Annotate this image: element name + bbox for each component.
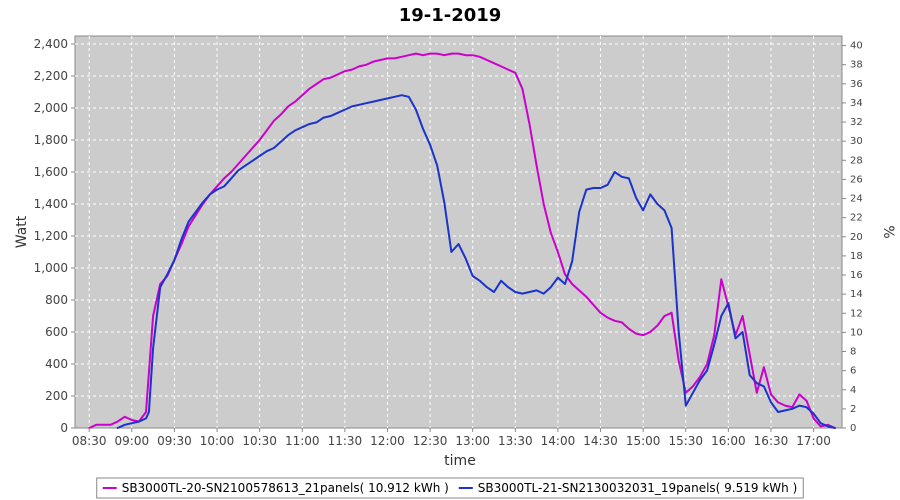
x-tick-label: 15:00 xyxy=(626,434,661,448)
y2-tick-label: 38 xyxy=(850,60,863,71)
series-layer xyxy=(88,52,836,429)
y2-tick-label: 36 xyxy=(850,79,863,90)
y2-tick-label: 40 xyxy=(850,41,863,52)
y-tick-label: 1,400 xyxy=(34,197,68,211)
y-tick-label: 1,800 xyxy=(34,133,68,147)
x-tick-label: 10:30 xyxy=(242,434,277,448)
y-tick-label: 600 xyxy=(45,325,68,339)
x-tick-label: 12:00 xyxy=(370,434,405,448)
y2-tick-label: 30 xyxy=(850,136,863,147)
series-line-1 xyxy=(88,52,836,429)
y-axis-left: 0 200 400 600 800 1,000 1,200 1,400 1,600 1,800 2,… xyxy=(34,37,75,435)
x-tick-label: 16:00 xyxy=(711,434,746,448)
y2-tick-label: 34 xyxy=(850,98,863,109)
legend-label: SB3000TL-21-SN2130032031_19panels( 9.519… xyxy=(478,481,797,495)
y2-tick-label: 24 xyxy=(850,194,863,205)
y-tick-label: 1,000 xyxy=(34,261,68,275)
plot-area xyxy=(74,35,843,429)
y2-tick-label: 26 xyxy=(850,174,863,185)
y2-tick-label: 32 xyxy=(850,117,863,128)
y-tick-label: 1,200 xyxy=(34,229,68,243)
legend-label: SB3000TL-20-SN2100578613_21panels( 10.91… xyxy=(122,481,449,495)
y2-tick-label: 2 xyxy=(850,404,856,415)
legend-box xyxy=(96,477,804,499)
y-tick-label: 2,400 xyxy=(34,37,68,51)
series-line-2 xyxy=(116,94,836,429)
x-tick-label: 16:30 xyxy=(754,434,789,448)
y-tick-label: 2,000 xyxy=(34,101,68,115)
x-tick-label: 17:00 xyxy=(796,434,831,448)
y2-tick-label: 8 xyxy=(850,347,856,358)
x-tick-label: 13:30 xyxy=(498,434,533,448)
y-tick-label: 400 xyxy=(45,357,68,371)
y2-tick-label: 20 xyxy=(850,232,863,243)
y2-tick-label: 14 xyxy=(850,289,863,300)
x-tick-label: 14:30 xyxy=(583,434,618,448)
legend-item-2: SB3000TL-21-SN2130032031_19panels( 9.519… xyxy=(458,481,797,495)
y-axis-title: Watt xyxy=(14,215,30,248)
y2-tick-label: 18 xyxy=(850,251,863,262)
y2-tick-label: 0 xyxy=(850,423,856,434)
x-axis-title: time xyxy=(444,453,476,469)
y2-tick-label: 28 xyxy=(850,155,863,166)
x-tick-label: 12:30 xyxy=(413,434,448,448)
y2-tick-label: 10 xyxy=(850,327,863,338)
x-tick-label: 08:30 xyxy=(72,434,107,448)
y2-tick-label: 6 xyxy=(850,366,856,377)
y-tick-label: 800 xyxy=(45,293,68,307)
x-tick-label: 13:00 xyxy=(455,434,490,448)
y2-axis-title: % xyxy=(880,225,896,238)
x-tick-label: 09:30 xyxy=(157,434,192,448)
chart-title: 19-1-2019 xyxy=(399,5,502,26)
legend-item-1: SB3000TL-20-SN2100578613_21panels( 10.91… xyxy=(102,481,449,495)
x-tick-label: 15:30 xyxy=(668,434,703,448)
x-tick-label: 09:00 xyxy=(115,434,150,448)
y2-tick-label: 22 xyxy=(850,213,863,224)
y2-tick-label: 16 xyxy=(850,270,863,281)
y-tick-label: 2,200 xyxy=(34,69,68,83)
x-tick-label: 10:00 xyxy=(200,434,235,448)
y-tick-label: 200 xyxy=(45,389,68,403)
y2-tick-label: 12 xyxy=(850,308,863,319)
y2-tick-label: 4 xyxy=(850,385,856,396)
x-tick-label: 14:00 xyxy=(541,434,576,448)
x-tick-label: 11:30 xyxy=(328,434,363,448)
y-tick-label: 1,600 xyxy=(34,165,68,179)
legend: SB3000TL-20-SN2100578613_21panels( 10.91… xyxy=(96,477,804,499)
x-axis: 08:30 09:00 09:30 10:00 10:30 11:00 11:30 12:00… xyxy=(72,428,831,448)
x-tick-label: 11:00 xyxy=(285,434,320,448)
y-tick-label: 0 xyxy=(60,421,68,435)
